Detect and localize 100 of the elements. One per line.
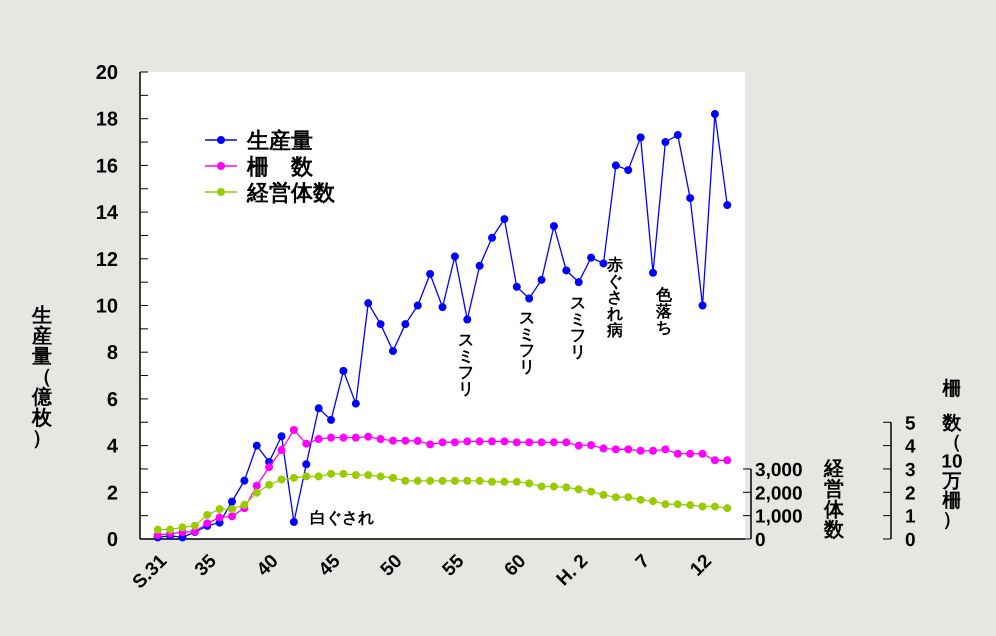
x-tick-label: 12: [686, 550, 716, 580]
point: [203, 519, 212, 528]
point: [587, 441, 596, 450]
point: [649, 268, 658, 277]
x-tick-label: 45: [314, 550, 345, 580]
point: [401, 436, 410, 445]
point: [525, 479, 534, 488]
point: [661, 138, 670, 146]
point: [278, 475, 286, 484]
point: [426, 440, 434, 448]
point: [426, 270, 434, 278]
point: [414, 436, 422, 445]
point: [252, 488, 261, 497]
point: [265, 463, 274, 472]
y-tick-label: 10: [96, 296, 118, 318]
point: [314, 435, 323, 444]
point: [599, 490, 608, 499]
point: [154, 526, 162, 534]
y-tick-label: 16: [96, 155, 118, 178]
point: [216, 514, 224, 522]
point: [550, 222, 558, 230]
point: [388, 474, 397, 482]
point: [686, 450, 694, 458]
y3-tick-label: 2: [905, 483, 916, 504]
point: [228, 512, 236, 520]
point: [612, 493, 620, 502]
y3-tick-label: 3: [905, 460, 916, 481]
y3-tick-label: 1: [905, 506, 916, 528]
point: [636, 496, 645, 504]
point: [661, 445, 670, 454]
y3-axis-title: 柵数（10万柵）: [941, 378, 963, 531]
point: [302, 440, 310, 448]
point: [686, 501, 694, 510]
point: [450, 476, 459, 485]
point: [587, 254, 596, 262]
point: [203, 510, 212, 519]
y2-axis-title: 経営体数: [823, 458, 845, 542]
point: [364, 299, 372, 308]
x-tick-label: S.31: [128, 550, 172, 594]
point: [376, 435, 385, 444]
annotation: スミフリ: [519, 310, 535, 376]
point: [538, 276, 546, 284]
point: [401, 476, 410, 485]
point: [599, 444, 608, 452]
x-tick-label: 7: [632, 550, 654, 574]
point: [698, 502, 707, 511]
y-tick-label: 2: [106, 482, 118, 504]
point: [216, 505, 224, 514]
y-axis-title: 生産量（億枚）: [31, 305, 53, 450]
point: [252, 482, 261, 490]
point: [550, 482, 558, 490]
point: [476, 262, 484, 270]
x-tick-label: 35: [190, 550, 222, 580]
x-tick-label: 60: [500, 550, 530, 580]
point: [624, 166, 632, 174]
y-tick-label: 0: [106, 529, 118, 551]
point: [463, 437, 472, 446]
point: [388, 347, 397, 356]
point: [710, 110, 719, 118]
point: [525, 438, 534, 446]
x-tick-label: 50: [376, 550, 407, 580]
point: [463, 316, 472, 324]
point: [327, 470, 336, 478]
point: [562, 438, 570, 446]
point: [636, 446, 645, 455]
y2-tick-label: 3,000: [755, 460, 803, 481]
point: [352, 400, 360, 408]
point: [476, 476, 484, 485]
point: [414, 302, 422, 310]
point: [438, 303, 446, 312]
point: [376, 472, 385, 480]
point: [364, 432, 372, 441]
point: [302, 472, 310, 480]
legend-label: 生産量: [246, 128, 313, 153]
point: [450, 252, 459, 260]
annotation: スミフリ: [570, 295, 586, 361]
point: [488, 437, 496, 446]
point: [278, 446, 286, 454]
point: [649, 446, 658, 455]
y-tick-label: 12: [96, 248, 118, 271]
point: [488, 234, 496, 242]
point: [339, 366, 348, 375]
y2-tick-label: 1,000: [755, 506, 803, 528]
point: [265, 480, 274, 489]
point: [612, 161, 620, 170]
point: [364, 471, 372, 480]
x-tick-label: H. 2: [552, 550, 592, 590]
point: [438, 438, 446, 446]
point: [178, 523, 186, 532]
point: [290, 474, 298, 482]
y3-tick-label: 0: [905, 530, 916, 551]
point: [574, 278, 583, 286]
point: [426, 476, 434, 485]
annotation: 赤ぐされ病: [606, 256, 623, 340]
point: [587, 488, 596, 496]
point: [674, 450, 682, 458]
point: [649, 497, 658, 506]
point: [376, 320, 385, 328]
point: [500, 478, 508, 486]
point: [550, 438, 558, 446]
